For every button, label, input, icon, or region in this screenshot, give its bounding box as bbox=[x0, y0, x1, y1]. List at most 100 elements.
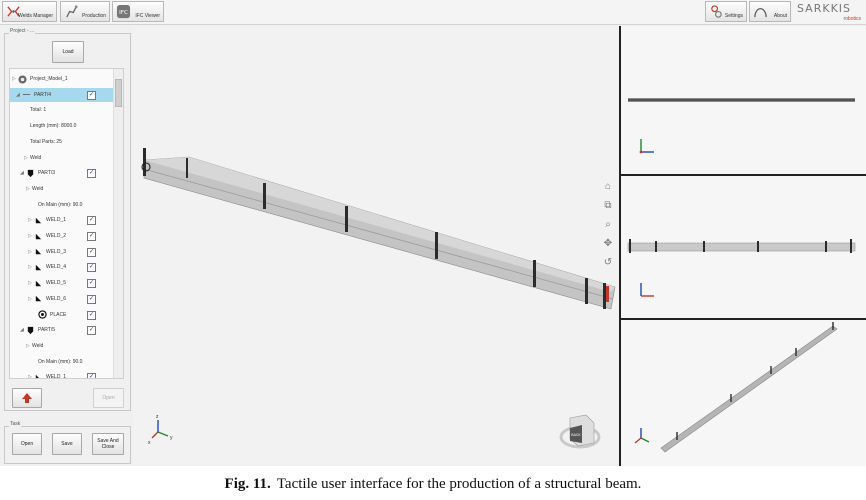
tree-row-label: WELD_2 bbox=[46, 233, 67, 239]
tree-row[interactable]: ◢ PART/3 ✓ bbox=[10, 166, 114, 180]
tree-expander[interactable]: ▷ bbox=[28, 233, 32, 239]
weld-plate bbox=[603, 283, 606, 309]
tree-row[interactable]: Length (mm): 8000.0 bbox=[10, 119, 114, 133]
tree-row[interactable]: ◢ PART/5 ✓ bbox=[10, 323, 114, 337]
save-and-close-button[interactable]: Save And Close bbox=[92, 433, 124, 455]
view-cube[interactable]: BACK bbox=[559, 414, 601, 449]
tree-row-checkbox[interactable]: ✓ bbox=[87, 373, 96, 378]
tree-row[interactable]: ▷ Weld bbox=[10, 339, 114, 353]
task-open-button[interactable]: Open bbox=[12, 433, 42, 455]
tree-expander[interactable]: ▷ bbox=[24, 154, 28, 161]
tree-row-label: PLACE bbox=[50, 311, 67, 318]
load-button[interactable]: Load bbox=[52, 41, 84, 63]
tree-row-checkbox[interactable]: ✓ bbox=[87, 90, 96, 100]
tree-row-checkbox[interactable]: ✓ bbox=[87, 326, 96, 336]
rotate-icon[interactable]: ↺ bbox=[603, 257, 613, 268]
weld-icon bbox=[34, 263, 43, 272]
zoom-icon[interactable]: ⌕ bbox=[605, 219, 611, 230]
production-label: Production bbox=[82, 13, 106, 19]
home-icon[interactable]: ⌂ bbox=[604, 181, 612, 192]
tree-row-checkbox[interactable]: ✓ bbox=[87, 310, 96, 320]
front-view-viewport[interactable] bbox=[621, 176, 866, 318]
tree-expander[interactable]: ▷ bbox=[28, 248, 32, 255]
ifc-viewer-icon: IFC bbox=[116, 4, 131, 19]
tree-expander[interactable]: ▷ bbox=[28, 217, 32, 224]
task-save-button[interactable]: Save bbox=[52, 433, 82, 455]
tree-row-label: Total: 1 bbox=[30, 107, 47, 114]
tree-row[interactable]: ▷ Weld bbox=[10, 182, 114, 196]
tree-expander[interactable]: ▷ bbox=[28, 295, 32, 302]
weld-plate bbox=[263, 183, 266, 209]
project-icon bbox=[18, 74, 27, 84]
scrollbar-thumb[interactable] bbox=[115, 79, 122, 107]
move-up-button[interactable] bbox=[12, 388, 42, 408]
production-tab[interactable]: Production bbox=[60, 1, 110, 22]
axis-z-label: z bbox=[156, 414, 159, 420]
welds-manager-tab[interactable]: Welds Manager bbox=[2, 1, 57, 22]
tree-row[interactable]: Total Parts: 25 bbox=[10, 135, 114, 149]
place-icon bbox=[38, 310, 47, 319]
axis-triad-top bbox=[639, 139, 654, 154]
tree-row-checkbox[interactable]: ✓ bbox=[87, 263, 96, 273]
tree-row[interactable]: ▷ Weld bbox=[10, 151, 114, 165]
tree-expander[interactable]: ▷ bbox=[12, 76, 16, 82]
tree-row[interactable]: ▷ Project_Model_1 bbox=[10, 72, 114, 86]
tree-expander[interactable]: ▷ bbox=[28, 280, 32, 287]
zoom-window-icon[interactable]: ⧉ bbox=[604, 200, 612, 211]
settings-label: Settings bbox=[724, 13, 743, 19]
tree-expander[interactable]: ▷ bbox=[26, 185, 30, 192]
save-and-close-line2: Close bbox=[101, 444, 115, 450]
tree-expander[interactable]: ▷ bbox=[28, 264, 32, 271]
ifc-viewer-tab[interactable]: IFC IFC Viewer bbox=[112, 1, 164, 22]
tree-row[interactable]: PLACE ✓ bbox=[10, 308, 114, 322]
beam-front-view bbox=[627, 242, 856, 252]
about-button[interactable]: About bbox=[749, 1, 791, 22]
main-3d-viewport[interactable]: z y x BACK bbox=[133, 26, 620, 466]
viewport-divider bbox=[619, 26, 621, 466]
part-icon bbox=[26, 326, 35, 335]
open-part-button[interactable]: Open bbox=[93, 388, 124, 408]
tree-row-checkbox[interactable]: ✓ bbox=[87, 279, 96, 289]
tree-row[interactable]: Total: 1 bbox=[10, 103, 114, 117]
tree-row[interactable]: ▷ WELD_6 ✓ bbox=[10, 292, 114, 306]
weld-icon bbox=[34, 232, 43, 241]
iso-view-viewport[interactable] bbox=[621, 320, 866, 466]
tree-row[interactable]: ▷ WELD_1 ✓ bbox=[10, 213, 114, 227]
tree-row-checkbox[interactable]: ✓ bbox=[87, 232, 96, 241]
project-tree: ▷ Project_Model_1 ◢ PART/4 ✓ Total: 1 Length (… bbox=[9, 68, 124, 379]
tree-expander[interactable]: ◢ bbox=[20, 170, 24, 177]
welds-manager-label: Welds Manager bbox=[18, 13, 53, 19]
beam-web-line bbox=[143, 168, 614, 300]
weld-icon bbox=[34, 373, 43, 378]
weld-plate bbox=[186, 158, 188, 178]
tree-row-label: Weld bbox=[32, 342, 44, 349]
tree-row[interactable]: ◢ PART/4 ✓ bbox=[10, 87, 114, 102]
weld-marker bbox=[606, 286, 609, 302]
tree-row[interactable]: ▷ WELD_3 ✓ bbox=[10, 245, 114, 259]
tree-expander[interactable]: ▷ bbox=[28, 374, 32, 379]
tree-expander[interactable]: ◢ bbox=[16, 91, 20, 98]
tree-row[interactable]: ▷ WELD_2 ✓ bbox=[10, 229, 114, 243]
weld-plate bbox=[585, 278, 588, 304]
tree-row[interactable]: ▷ WELD_1 ✓ bbox=[10, 370, 114, 379]
arrow-up-icon bbox=[22, 393, 32, 403]
tree-expander[interactable]: ◢ bbox=[20, 327, 24, 334]
settings-icon bbox=[711, 5, 722, 18]
tree-row-checkbox[interactable]: ✓ bbox=[87, 169, 96, 179]
tree-row-label: Weld bbox=[30, 154, 42, 161]
tree-row-label: On Main (mm): 90.0 bbox=[38, 358, 83, 365]
tree-row-checkbox[interactable]: ✓ bbox=[87, 247, 96, 257]
tree-row-label: PART/4 bbox=[34, 91, 52, 98]
tree-row-checkbox[interactable]: ✓ bbox=[87, 216, 96, 226]
project-group: Project - ... bbox=[4, 28, 131, 411]
pan-icon[interactable]: ✥ bbox=[603, 238, 613, 249]
tree-row-checkbox[interactable]: ✓ bbox=[87, 294, 96, 304]
tree-row[interactable]: On Main (mm): 90.0 bbox=[10, 198, 114, 212]
tree-expander[interactable]: ▷ bbox=[26, 342, 30, 349]
tree-row[interactable]: On Main (mm): 90.0 bbox=[10, 355, 114, 369]
tree-scrollbar[interactable] bbox=[113, 69, 123, 378]
settings-button[interactable]: Settings bbox=[705, 1, 747, 22]
tree-row[interactable]: ▷ WELD_5 ✓ bbox=[10, 276, 114, 290]
top-view-viewport[interactable] bbox=[621, 26, 866, 174]
tree-row[interactable]: ▷ WELD_4 ✓ bbox=[10, 260, 114, 274]
